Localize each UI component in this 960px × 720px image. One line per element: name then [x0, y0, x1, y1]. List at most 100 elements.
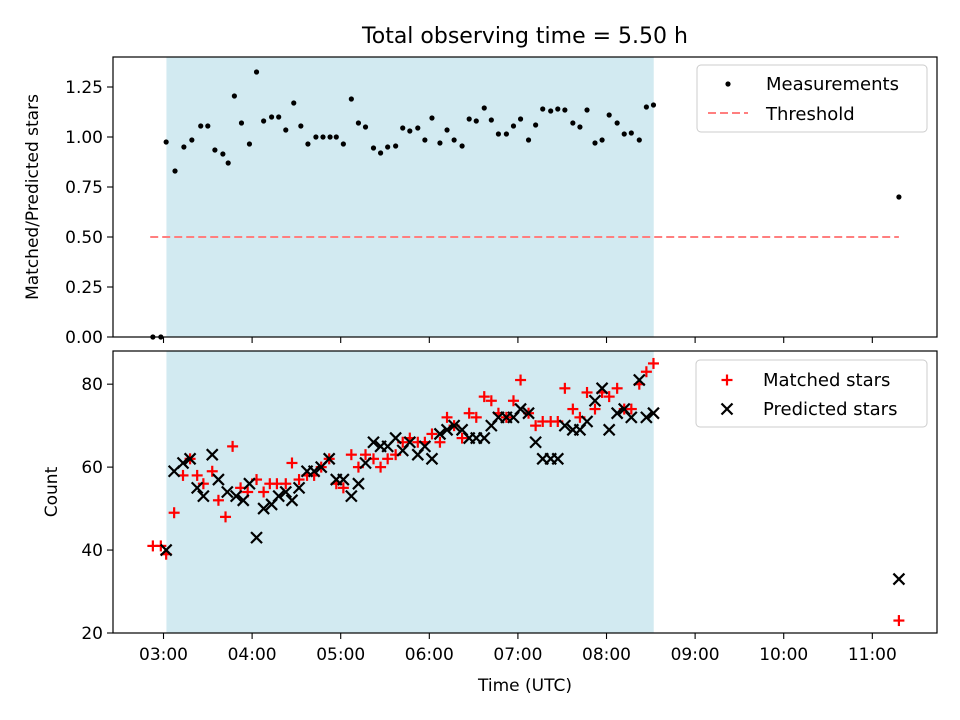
predicted-star-point — [558, 419, 572, 432]
bottom-panel: 20 40 60 80 03:00 04:00 05:00 06:00 07:00 08:00 09… — [42, 350, 938, 696]
measurement-point — [333, 134, 339, 140]
legend-matched-glyph — [721, 374, 733, 386]
matched-star-point — [640, 366, 652, 378]
x-tick-label: 04:00 — [228, 645, 277, 665]
bottom-legend: Matched stars Predicted stars — [695, 359, 928, 428]
predicted-star-point — [183, 452, 197, 466]
predicted-star-point — [159, 543, 173, 557]
predicted-star-point — [522, 406, 535, 420]
measurement-point — [393, 143, 399, 149]
measurement-point — [503, 131, 509, 137]
top-ticks: 0.00 0.25 0.50 0.75 1.00 1.25 — [65, 78, 873, 348]
matched-star-point — [212, 494, 224, 506]
matched-star-point — [456, 432, 468, 444]
predicted-star-point — [514, 402, 527, 416]
matched-star-point — [227, 440, 239, 452]
predicted-star-point — [477, 431, 491, 445]
measurement-point — [584, 107, 590, 113]
measurement-point — [577, 124, 583, 130]
matched-star-point — [337, 482, 349, 494]
measurement-point — [276, 114, 282, 120]
predicted-star-point — [625, 411, 638, 424]
matched-star-point — [603, 391, 615, 403]
measurement-point — [517, 116, 524, 122]
matched-star-point — [286, 457, 298, 469]
chart-title: Total observing time = 5.50 h — [361, 24, 688, 49]
predicted-star-point — [529, 435, 542, 449]
predicted-star-point — [279, 485, 293, 499]
matched-star-point — [470, 411, 482, 423]
measurement-point — [377, 150, 384, 156]
legend-matched-label: Matched stars — [763, 370, 890, 391]
predicted-star-point — [588, 394, 602, 408]
predicted-star-point — [433, 427, 447, 441]
measurement-point — [355, 120, 362, 126]
matched-star-point — [515, 374, 527, 386]
legend-measurements-label: Measurements — [766, 74, 899, 95]
predicted-star-point — [243, 477, 256, 490]
measurement-point — [636, 137, 642, 143]
measurement-point — [488, 117, 494, 123]
x-tick-label: 09:00 — [671, 645, 720, 665]
predicted-star-point — [322, 452, 336, 466]
measurement-point — [225, 160, 231, 166]
x-tick-label: 05:00 — [316, 645, 365, 665]
top-y-tick-label: 0.25 — [65, 278, 103, 298]
matched-star-point — [434, 436, 446, 448]
predicted-star-point — [292, 481, 306, 495]
measurement-point — [533, 122, 539, 128]
measurement-point — [198, 123, 204, 129]
matched-star-point — [581, 386, 593, 398]
measurement-point — [253, 69, 260, 75]
predicted-star-point — [389, 431, 402, 445]
measurement-point — [495, 131, 502, 137]
matched-star-point — [258, 486, 270, 498]
measurement-point — [313, 134, 319, 140]
measurement-point — [570, 120, 576, 126]
predicted-stars-points — [159, 373, 906, 586]
legend-matched-marker — [721, 374, 733, 386]
measurement-point — [643, 104, 649, 110]
measurement-point — [246, 141, 253, 147]
matched-star-point — [485, 395, 497, 407]
matched-star-point — [168, 507, 180, 519]
matched-star-point — [375, 461, 387, 473]
measurement-point — [305, 141, 311, 147]
measurement-point — [407, 128, 413, 134]
predicted-star-point — [205, 448, 219, 461]
top-y-tick-label: 0.50 — [65, 228, 103, 248]
top-y-tick-label: 0.00 — [65, 328, 103, 348]
measurement-point — [385, 144, 391, 150]
measurement-point — [429, 115, 435, 121]
measurement-point — [163, 139, 169, 145]
measurement-point — [437, 140, 443, 146]
top-observing-window — [166, 57, 654, 337]
predicted-star-point — [197, 489, 210, 503]
measurement-point — [340, 141, 346, 147]
matched-star-point — [220, 511, 232, 523]
bottom-y-axis-label: Count — [42, 466, 62, 517]
measurement-point — [415, 125, 421, 131]
legend-predicted-label: Predicted stars — [763, 399, 897, 420]
measurement-point — [451, 137, 457, 143]
measurement-point — [481, 105, 487, 111]
predicted-star-point — [257, 502, 270, 515]
measurement-point — [459, 143, 465, 149]
matched-star-point — [463, 407, 475, 419]
measurement-point — [370, 145, 377, 151]
matched-star-point — [293, 474, 305, 486]
predicted-star-point — [359, 456, 372, 470]
measurement-point — [555, 106, 561, 112]
measurement-point — [650, 102, 657, 108]
bottom-ticks: 20 40 60 80 03:00 04:00 05:00 06:00 07:00 08:00 09… — [81, 375, 896, 665]
measurement-point — [896, 194, 902, 200]
top-y-tick-label: 0.75 — [65, 178, 103, 198]
legend-threshold-label: Threshold — [765, 104, 855, 125]
measurement-point — [400, 125, 406, 131]
measurement-point — [606, 112, 612, 118]
measurement-point — [562, 107, 568, 113]
matched-star-point — [441, 411, 453, 423]
predicted-star-point — [250, 531, 263, 544]
top-legend-box — [696, 64, 928, 133]
measurement-point — [362, 124, 369, 130]
